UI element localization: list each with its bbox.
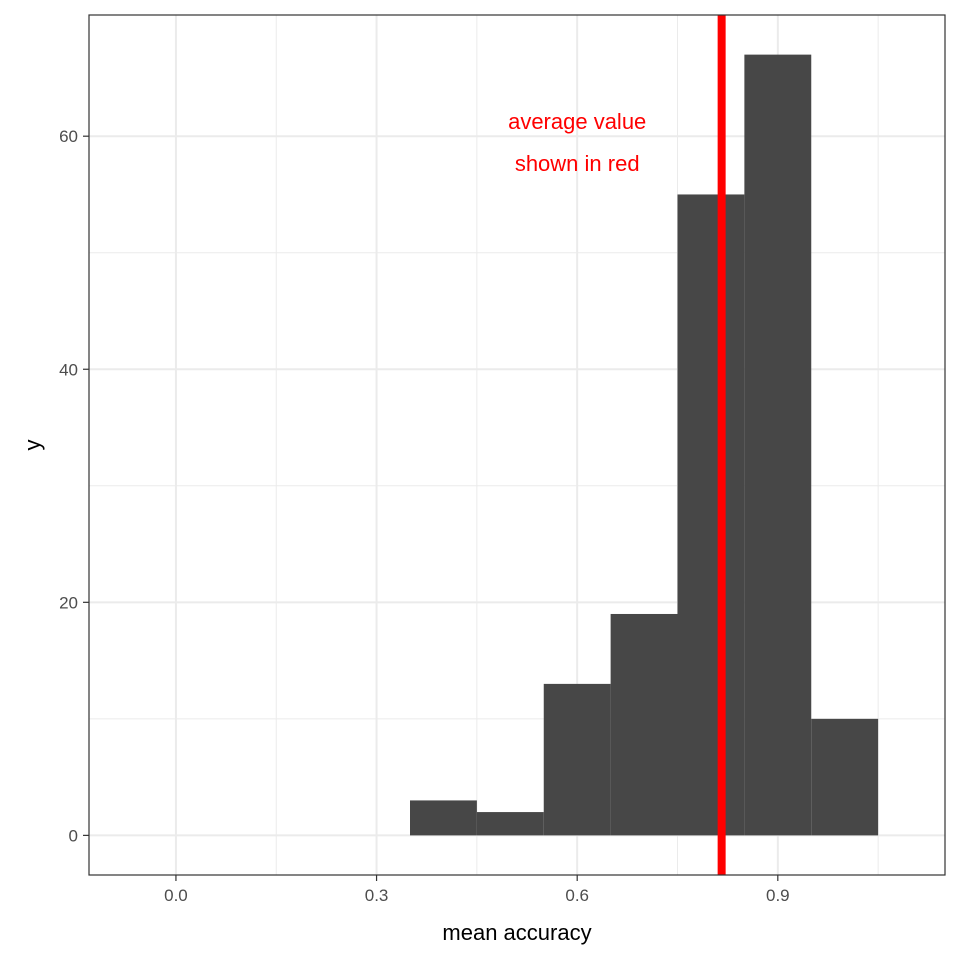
axes: 0.0 0.3 0.6 0.9 0 20 40 60 (59, 127, 790, 905)
y-tick-label: 40 (59, 360, 78, 379)
histogram-bars (410, 54, 879, 836)
y-axis-title: y (20, 440, 45, 451)
x-tick-label: 0.0 (164, 886, 188, 905)
histogram-bar (610, 613, 678, 836)
x-tick-label: 0.9 (766, 886, 790, 905)
annotation-group: average value shown in red (508, 109, 646, 176)
histogram-bar (811, 718, 879, 836)
histogram-bar (744, 54, 812, 836)
x-axis-title: mean accuracy (442, 920, 591, 945)
histogram-bar (476, 812, 544, 836)
histogram-bar (410, 800, 477, 836)
annotation-line-2: shown in red (515, 151, 640, 176)
histogram-bar (677, 194, 745, 836)
x-tick-label: 0.3 (365, 886, 389, 905)
y-tick-label: 20 (59, 593, 78, 612)
y-tick-label: 0 (69, 826, 78, 845)
y-tick-label: 60 (59, 127, 78, 146)
annotation-line-1: average value (508, 109, 646, 134)
x-tick-label: 0.6 (565, 886, 589, 905)
histogram-bar (543, 683, 611, 836)
panel-border (88, 14, 946, 876)
